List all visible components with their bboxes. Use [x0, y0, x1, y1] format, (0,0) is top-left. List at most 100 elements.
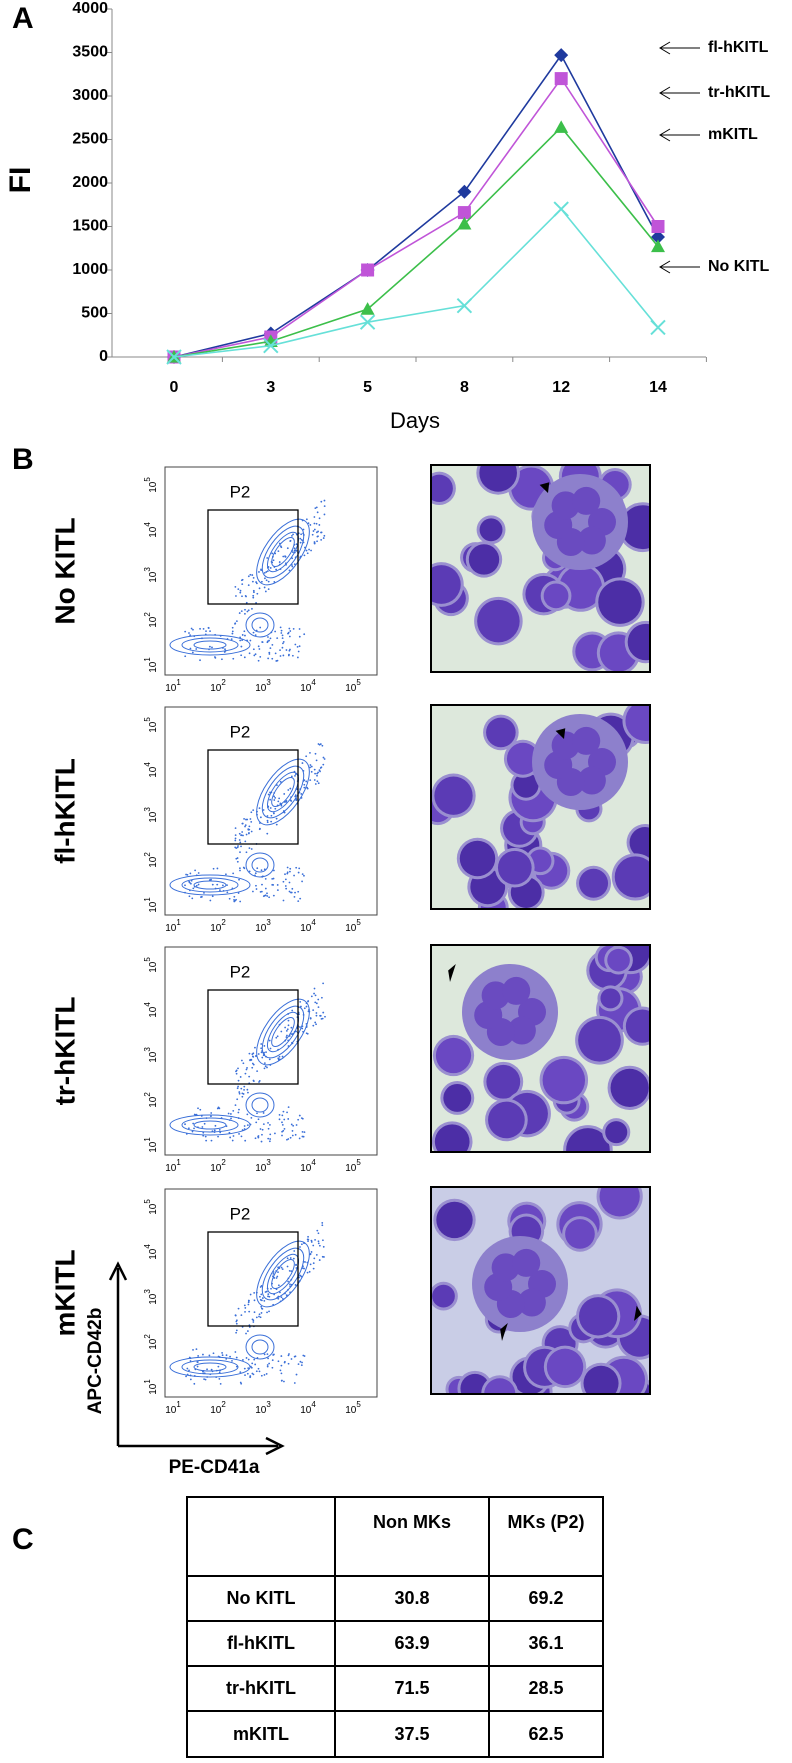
flow-event	[243, 817, 245, 820]
marker	[166, 349, 182, 365]
flow-event	[250, 848, 253, 850]
flow-event	[266, 892, 268, 895]
flow-event	[242, 1359, 244, 1361]
flow-event	[307, 522, 310, 525]
flow-event	[281, 1055, 284, 1058]
flow-event	[288, 569, 291, 572]
flow-event	[285, 649, 288, 651]
tick-base: 10	[148, 1006, 159, 1018]
series-line	[173, 77, 659, 358]
flow-contour	[266, 771, 300, 813]
flow-event	[209, 630, 211, 633]
flow-event	[272, 559, 275, 562]
flow-event	[267, 1127, 270, 1130]
cell-nucleus	[443, 1083, 472, 1112]
flow-x-tick-label: 104	[300, 918, 316, 934]
cell-nucleus	[614, 856, 650, 898]
flow-event	[260, 1051, 263, 1054]
flow-event	[298, 1114, 301, 1117]
tick-exponent: 2	[143, 852, 152, 857]
marker	[554, 48, 569, 63]
y-tick-label: 0	[99, 348, 108, 365]
flow-event	[289, 787, 292, 790]
flow-event	[252, 594, 255, 597]
flow-event	[264, 887, 267, 890]
cell-nucleus	[459, 840, 496, 877]
flow-event	[194, 869, 197, 872]
flow-event	[282, 1129, 285, 1132]
flow-event	[212, 1352, 215, 1355]
flow-event	[263, 1067, 266, 1070]
flow-event	[263, 1062, 266, 1065]
mk-nucleus	[572, 726, 601, 755]
flow-x-tick-label: 102	[210, 1158, 226, 1174]
flow-event	[318, 517, 321, 520]
marker	[361, 263, 375, 277]
flow-event	[214, 656, 217, 659]
gate	[207, 509, 299, 605]
flow-event	[316, 1229, 319, 1232]
flow-x-axis-label: PE-CD41a	[169, 1457, 260, 1478]
flow-event	[269, 1133, 272, 1136]
flow-x-tick-label: 105	[345, 678, 361, 694]
flow-y-tick-label: 105	[143, 717, 159, 733]
flow-event	[256, 592, 259, 595]
flow-event	[324, 1015, 326, 1018]
micrograph	[431, 465, 650, 672]
flow-plot-frame	[164, 706, 378, 916]
flow-event	[299, 1360, 302, 1363]
flow-event	[226, 891, 229, 894]
flow-event	[272, 894, 275, 897]
flow-event	[247, 1367, 250, 1370]
flow-event	[248, 847, 251, 850]
flow-event	[313, 992, 315, 995]
flow-event	[258, 648, 261, 650]
cell-nucleus	[578, 1297, 618, 1336]
flow-event	[224, 648, 226, 651]
flow-event	[266, 819, 269, 822]
flow-event	[256, 1112, 258, 1115]
flow-event	[323, 1256, 325, 1258]
flow-event	[315, 1023, 317, 1026]
flow-event	[279, 626, 282, 629]
flow-event	[244, 608, 246, 611]
flow-event	[314, 783, 317, 785]
marker	[457, 184, 472, 199]
flow-event	[308, 548, 310, 551]
flow-event	[268, 896, 271, 899]
flow-event	[315, 1253, 318, 1256]
flow-event	[249, 1376, 252, 1379]
flow-contour	[245, 1334, 275, 1360]
flow-event	[259, 626, 262, 629]
flow-event	[263, 586, 266, 589]
tick-base: 10	[345, 1405, 357, 1416]
flow-event	[317, 1242, 320, 1245]
mk-nucleus	[507, 1016, 536, 1045]
flow-event	[188, 895, 191, 898]
flow-event	[267, 588, 270, 591]
flow-event	[298, 867, 301, 870]
flow-event	[303, 1267, 305, 1270]
flow-event	[302, 1135, 305, 1138]
flow-event	[219, 1382, 222, 1385]
flow-event	[272, 877, 275, 880]
tick-exponent: 2	[143, 612, 152, 617]
flow-y-tick-label: 103	[143, 1047, 159, 1063]
flow-event	[290, 1026, 293, 1029]
flow-event	[185, 873, 187, 876]
flow-event	[250, 830, 253, 833]
flow-event	[293, 874, 295, 877]
flow-contour	[181, 877, 239, 893]
flow-event	[285, 887, 288, 890]
flow-event	[223, 651, 226, 653]
flow-contour	[169, 874, 251, 896]
flow-event	[282, 1110, 285, 1113]
flow-event	[283, 793, 286, 795]
flow-event	[258, 1315, 260, 1318]
marker	[456, 297, 473, 314]
tick-base: 10	[210, 683, 222, 694]
flow-event	[284, 873, 286, 876]
flow-event	[244, 595, 247, 597]
tick-exponent: 1	[143, 657, 152, 662]
